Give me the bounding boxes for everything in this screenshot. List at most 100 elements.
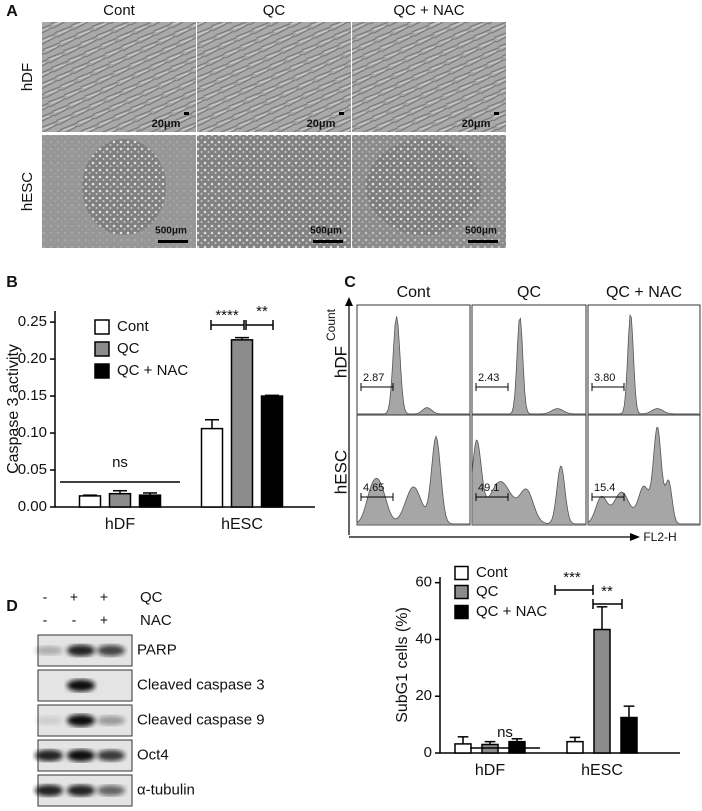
panel-label: A <box>6 3 18 20</box>
histogram-frame <box>587 304 701 416</box>
legend-label: Cont <box>476 564 509 581</box>
y-tick-label: 40 <box>415 630 432 647</box>
x-tick-label: hESC <box>581 762 623 779</box>
bar <box>138 494 162 508</box>
histogram <box>587 313 701 416</box>
bar <box>200 427 224 508</box>
y-tick-label: 0 <box>424 744 432 761</box>
scale-bar-label: 20μm <box>462 118 491 130</box>
significance-label: *** <box>563 569 581 586</box>
histogram <box>587 427 701 526</box>
legend-label: QC + NAC <box>476 603 547 620</box>
x-axis-label: FL2-H <box>643 530 676 544</box>
band <box>97 785 125 796</box>
treatment-sign: - <box>43 589 48 605</box>
histogram <box>471 439 587 526</box>
treatment-sign: + <box>100 612 108 628</box>
band-label: Cleaved caspase 9 <box>137 711 265 728</box>
scale-bar <box>158 240 188 243</box>
histogram <box>471 317 587 416</box>
column-label: QC <box>263 2 286 19</box>
treatment-sign: - <box>43 612 48 628</box>
band <box>35 749 63 762</box>
scale-bar <box>468 240 498 243</box>
y-tick-label: 0.15 <box>18 387 47 404</box>
histogram <box>356 435 471 526</box>
y-axis-label: SubG1 cells (%) <box>394 607 411 723</box>
significance-label: ns <box>112 454 128 471</box>
legend-swatch <box>94 341 110 357</box>
legend-swatch <box>454 584 469 600</box>
gate-value: 2.43 <box>478 372 499 384</box>
treatment-sign: - <box>72 612 77 628</box>
legend-swatch <box>94 319 110 335</box>
gate-value: 49.1 <box>478 482 499 494</box>
row-label: hESC <box>19 172 36 211</box>
band-label: PARP <box>137 641 177 658</box>
scale-bar <box>494 112 499 115</box>
band <box>35 646 63 655</box>
bar <box>260 395 284 508</box>
histogram <box>356 316 471 416</box>
micrograph <box>197 135 351 248</box>
legend-swatch <box>454 604 469 620</box>
scale-bar-label: 20μm <box>152 118 181 130</box>
y-axis-label: Count <box>324 308 338 341</box>
legend-label: QC <box>476 583 499 600</box>
panel-label: C <box>344 274 356 291</box>
y-tick-label: 0.20 <box>18 350 47 367</box>
column-label: QC <box>517 284 541 301</box>
band <box>67 784 95 797</box>
legend-swatch <box>94 363 110 379</box>
bar <box>454 743 472 754</box>
y-tick-label: 20 <box>415 687 432 704</box>
band-label: Oct4 <box>137 746 169 763</box>
bar <box>566 740 584 754</box>
legend-label: Cont <box>117 318 150 335</box>
bar <box>230 339 254 508</box>
scale-bar <box>184 112 189 115</box>
legend-label: QC <box>117 340 140 357</box>
treatment-sign: + <box>70 589 78 605</box>
bar <box>78 495 102 508</box>
row-label: hESC <box>331 450 350 494</box>
band-label: Cleaved caspase 3 <box>137 676 265 693</box>
band <box>97 645 125 656</box>
scale-bar-label: 500μm <box>155 226 187 237</box>
scale-bar-label: 20μm <box>307 118 336 130</box>
treatment-label: QC <box>140 589 163 606</box>
background-field <box>197 135 351 248</box>
y-tick-label: 0.25 <box>18 313 47 330</box>
treatment-label: NAC <box>140 612 172 629</box>
column-label: QC + NAC <box>393 2 464 19</box>
band <box>67 679 95 692</box>
legend-label: QC + NAC <box>117 362 188 379</box>
micrograph <box>197 22 351 132</box>
treatment-sign: + <box>100 589 108 605</box>
column-label: QC + NAC <box>606 284 682 301</box>
x-tick-label: hDF <box>475 762 505 779</box>
bar <box>108 492 132 508</box>
micrograph <box>352 22 506 132</box>
scale-bar <box>313 240 343 243</box>
column-label: Cont <box>103 2 136 19</box>
row-label: hDF <box>19 63 36 91</box>
y-tick-label: 0.00 <box>18 498 47 515</box>
gate-value: 3.80 <box>594 372 615 384</box>
y-tick-label: 60 <box>415 574 432 591</box>
arrowhead <box>345 297 353 306</box>
histogram-frame <box>471 304 587 416</box>
panel-label: D <box>6 598 18 615</box>
y-axis-label: Caspase 3 activity <box>5 344 22 474</box>
colony <box>82 139 166 235</box>
gate-value: 15.4 <box>594 482 615 494</box>
y-tick-label: 0.10 <box>18 424 47 441</box>
significance-label: ns <box>497 724 513 741</box>
scale-bar-label: 500μm <box>465 226 497 237</box>
arrowhead <box>630 533 640 541</box>
x-tick-label: hDF <box>105 516 135 533</box>
x-tick-label: hESC <box>221 516 263 533</box>
significance-label: ** <box>601 583 613 600</box>
gate-value: 2.87 <box>363 372 384 384</box>
